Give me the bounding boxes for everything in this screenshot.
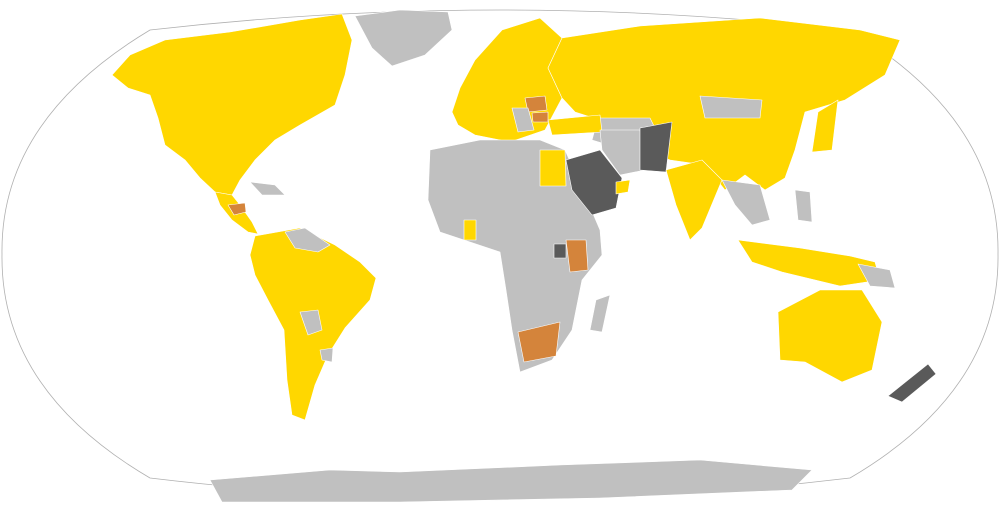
region-bulgaria	[531, 111, 549, 123]
region-uruguay	[319, 347, 334, 363]
region-pakistan	[639, 121, 673, 173]
region-kenya	[565, 239, 589, 273]
region-north-america	[111, 13, 353, 196]
region-madagascar	[589, 294, 611, 333]
region-saudi-arabia	[565, 149, 623, 216]
region-australia	[777, 289, 883, 383]
region-india	[665, 159, 723, 241]
region-japan	[811, 99, 839, 153]
region-greenland	[354, 9, 453, 67]
region-romania	[524, 95, 548, 113]
region-bolivia-paraguay	[299, 309, 323, 336]
region-mongolia	[699, 95, 763, 119]
region-uae	[615, 179, 631, 195]
region-papua	[857, 263, 896, 289]
region-ghana	[463, 219, 477, 241]
region-south-africa	[517, 321, 561, 363]
region-balkans	[511, 107, 535, 133]
region-honduras	[227, 202, 247, 216]
region-iran	[599, 129, 646, 176]
region-africa	[427, 139, 603, 373]
region-venezuela-guianas	[284, 227, 331, 253]
region-southeast-asia	[721, 179, 771, 226]
region-philippines	[794, 189, 813, 223]
region-new-zealand	[887, 363, 937, 403]
region-uganda	[553, 243, 567, 259]
region-caribbean	[249, 181, 286, 196]
region-egypt	[539, 149, 567, 187]
region-antarctica	[209, 459, 813, 503]
